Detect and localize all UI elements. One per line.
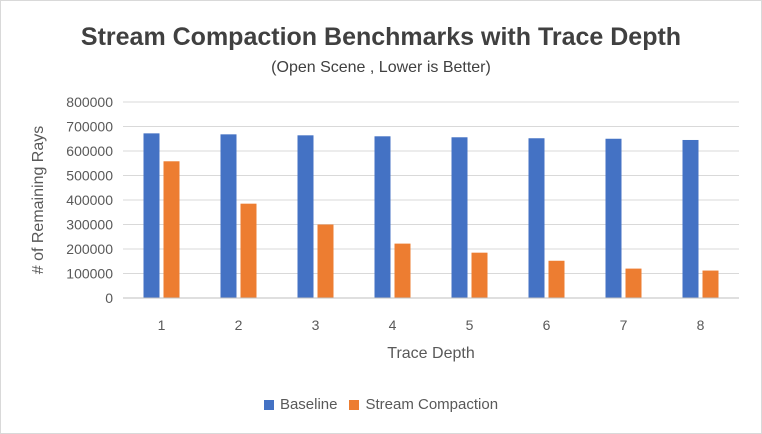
y-tick-label: 100000 xyxy=(66,266,113,282)
bar-baseline xyxy=(297,135,314,298)
bar-baseline xyxy=(682,139,699,298)
bar-baseline xyxy=(528,138,545,298)
bar-baseline xyxy=(143,133,160,298)
legend-item: Stream Compaction xyxy=(349,396,498,413)
bar-stream-compaction xyxy=(163,161,180,298)
y-tick-label: 300000 xyxy=(66,217,113,233)
bar-stream-compaction xyxy=(471,252,488,298)
x-tick-label: 1 xyxy=(158,317,166,333)
y-tick-label: 400000 xyxy=(66,192,113,208)
legend-item: Baseline xyxy=(263,396,338,413)
legend-swatch xyxy=(263,399,274,410)
y-tick-label: 700000 xyxy=(66,119,113,135)
bar-stream-compaction xyxy=(625,268,642,298)
bar-stream-compaction xyxy=(548,260,565,298)
bar-stream-compaction xyxy=(394,243,411,298)
bar-stream-compaction xyxy=(317,224,334,298)
y-tick-label: 200000 xyxy=(66,241,113,257)
y-axis-label: # of Remaining Rays xyxy=(30,126,47,275)
chart-legend: Baseline Stream Compaction xyxy=(1,396,761,413)
x-tick-label: 4 xyxy=(389,317,397,333)
bar-stream-compaction xyxy=(702,270,719,298)
bar-stream-compaction xyxy=(240,203,257,298)
x-axis-label: Trace Depth xyxy=(387,345,474,362)
chart-title: Stream Compaction Benchmarks with Trace … xyxy=(80,23,682,51)
x-tick-label: 8 xyxy=(697,317,705,333)
bar-baseline xyxy=(605,138,622,298)
y-tick-label: 0 xyxy=(105,290,113,306)
y-tick-label: 600000 xyxy=(66,143,113,159)
x-tick-label: 2 xyxy=(235,317,243,333)
bar-baseline xyxy=(374,136,391,298)
y-tick-label: 800000 xyxy=(66,94,113,110)
bar-baseline xyxy=(451,137,468,298)
bar-baseline xyxy=(220,134,237,298)
legend-swatch xyxy=(349,399,360,410)
chart-subtitle: (Open Scene , Lower is Better) xyxy=(271,59,491,76)
legend-label: Stream Compaction xyxy=(365,396,499,413)
legend-label: Baseline xyxy=(279,396,338,413)
y-tick-label: 500000 xyxy=(66,168,113,184)
x-tick-label: 6 xyxy=(543,317,551,333)
x-tick-label: 5 xyxy=(466,317,474,333)
x-tick-label: 3 xyxy=(312,317,320,333)
x-tick-label: 7 xyxy=(620,317,628,333)
